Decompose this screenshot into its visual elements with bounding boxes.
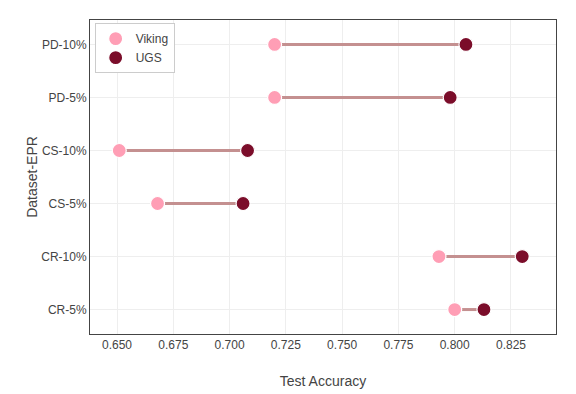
svg-text:Dataset-EPR: Dataset-EPR [24, 136, 40, 218]
svg-text:CS-10%: CS-10% [42, 144, 87, 158]
svg-text:CS-5%: CS-5% [49, 197, 87, 211]
svg-text:0.650: 0.650 [102, 338, 132, 352]
svg-text:0.750: 0.750 [327, 338, 357, 352]
svg-text:Test Accuracy: Test Accuracy [280, 373, 366, 389]
svg-text:0.800: 0.800 [440, 338, 470, 352]
svg-text:0.675: 0.675 [158, 338, 188, 352]
svg-text:PD-10%: PD-10% [42, 38, 87, 52]
svg-text:CR-5%: CR-5% [48, 303, 87, 317]
svg-text:CR-10%: CR-10% [41, 250, 87, 264]
svg-text:0.700: 0.700 [215, 338, 245, 352]
svg-text:UGS: UGS [136, 51, 162, 65]
svg-text:0.725: 0.725 [271, 338, 301, 352]
svg-text:0.775: 0.775 [383, 338, 413, 352]
svg-text:PD-5%: PD-5% [49, 91, 87, 105]
svg-text:Viking: Viking [136, 32, 168, 46]
svg-text:0.825: 0.825 [496, 338, 526, 352]
